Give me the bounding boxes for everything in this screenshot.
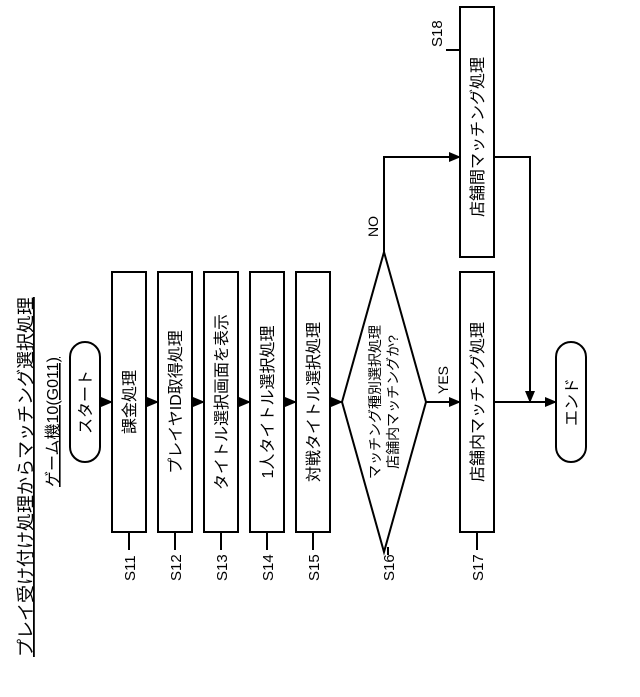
step-s15: 対戦タイトル選択処理 S15 <box>296 272 330 581</box>
decision-s16-id: S16 <box>381 554 398 581</box>
step-s18-id: S18 <box>429 20 446 47</box>
step-s18-label: 店舗間マッチング処理 <box>469 57 487 217</box>
step-s11-label: 課金処理 <box>121 370 139 434</box>
step-s11-id: S11 <box>122 555 139 581</box>
step-s13: タイトル選択画面を表示 S13 <box>204 272 238 581</box>
flowchart-svg: プレイ受け付け処理からマッチング選択処理 ゲーム機10(G011) スタート 課… <box>0 0 640 697</box>
step-s14: 1人タイトル選択処理 S14 <box>250 272 284 581</box>
step-s18: 店舗間マッチング処理 S18 <box>429 7 494 257</box>
step-s15-id: S15 <box>306 554 323 581</box>
step-s12: プレイヤID取得処理 S12 <box>158 272 192 581</box>
subtitle: ゲーム機10(G011) <box>44 357 62 487</box>
yes-label: YES <box>435 366 451 394</box>
decision-s16: マッチング種別選択処理 店舗内マッチングか? S16 <box>342 252 426 581</box>
end-node: エンド <box>556 342 586 462</box>
no-label: NO <box>365 216 381 237</box>
end-label: エンド <box>564 378 581 426</box>
step-s14-id: S14 <box>260 554 277 581</box>
step-s13-label: タイトル選択画面を表示 <box>213 314 231 490</box>
step-s17-id: S17 <box>470 554 487 581</box>
decision-s16-line2: 店舗内マッチングか? <box>385 335 401 469</box>
step-s14-label: 1人タイトル選択処理 <box>259 326 277 479</box>
step-s15-label: 対戦タイトル選択処理 <box>305 322 323 482</box>
page-title: プレイ受け付け処理からマッチング選択処理 <box>16 297 36 657</box>
step-s11: 課金処理 S11 <box>112 272 146 581</box>
decision-s16-line1: マッチング種別選択処理 <box>367 325 383 479</box>
step-s12-label: プレイヤID取得処理 <box>167 330 185 474</box>
start-node: スタート <box>70 342 100 462</box>
step-s12-id: S12 <box>168 554 185 581</box>
step-s17-label: 店舗内マッチング処理 <box>469 322 487 482</box>
start-label: スタート <box>77 370 95 434</box>
step-s17: 店舗内マッチング処理 S17 <box>460 272 494 581</box>
step-s13-id: S13 <box>214 554 231 581</box>
